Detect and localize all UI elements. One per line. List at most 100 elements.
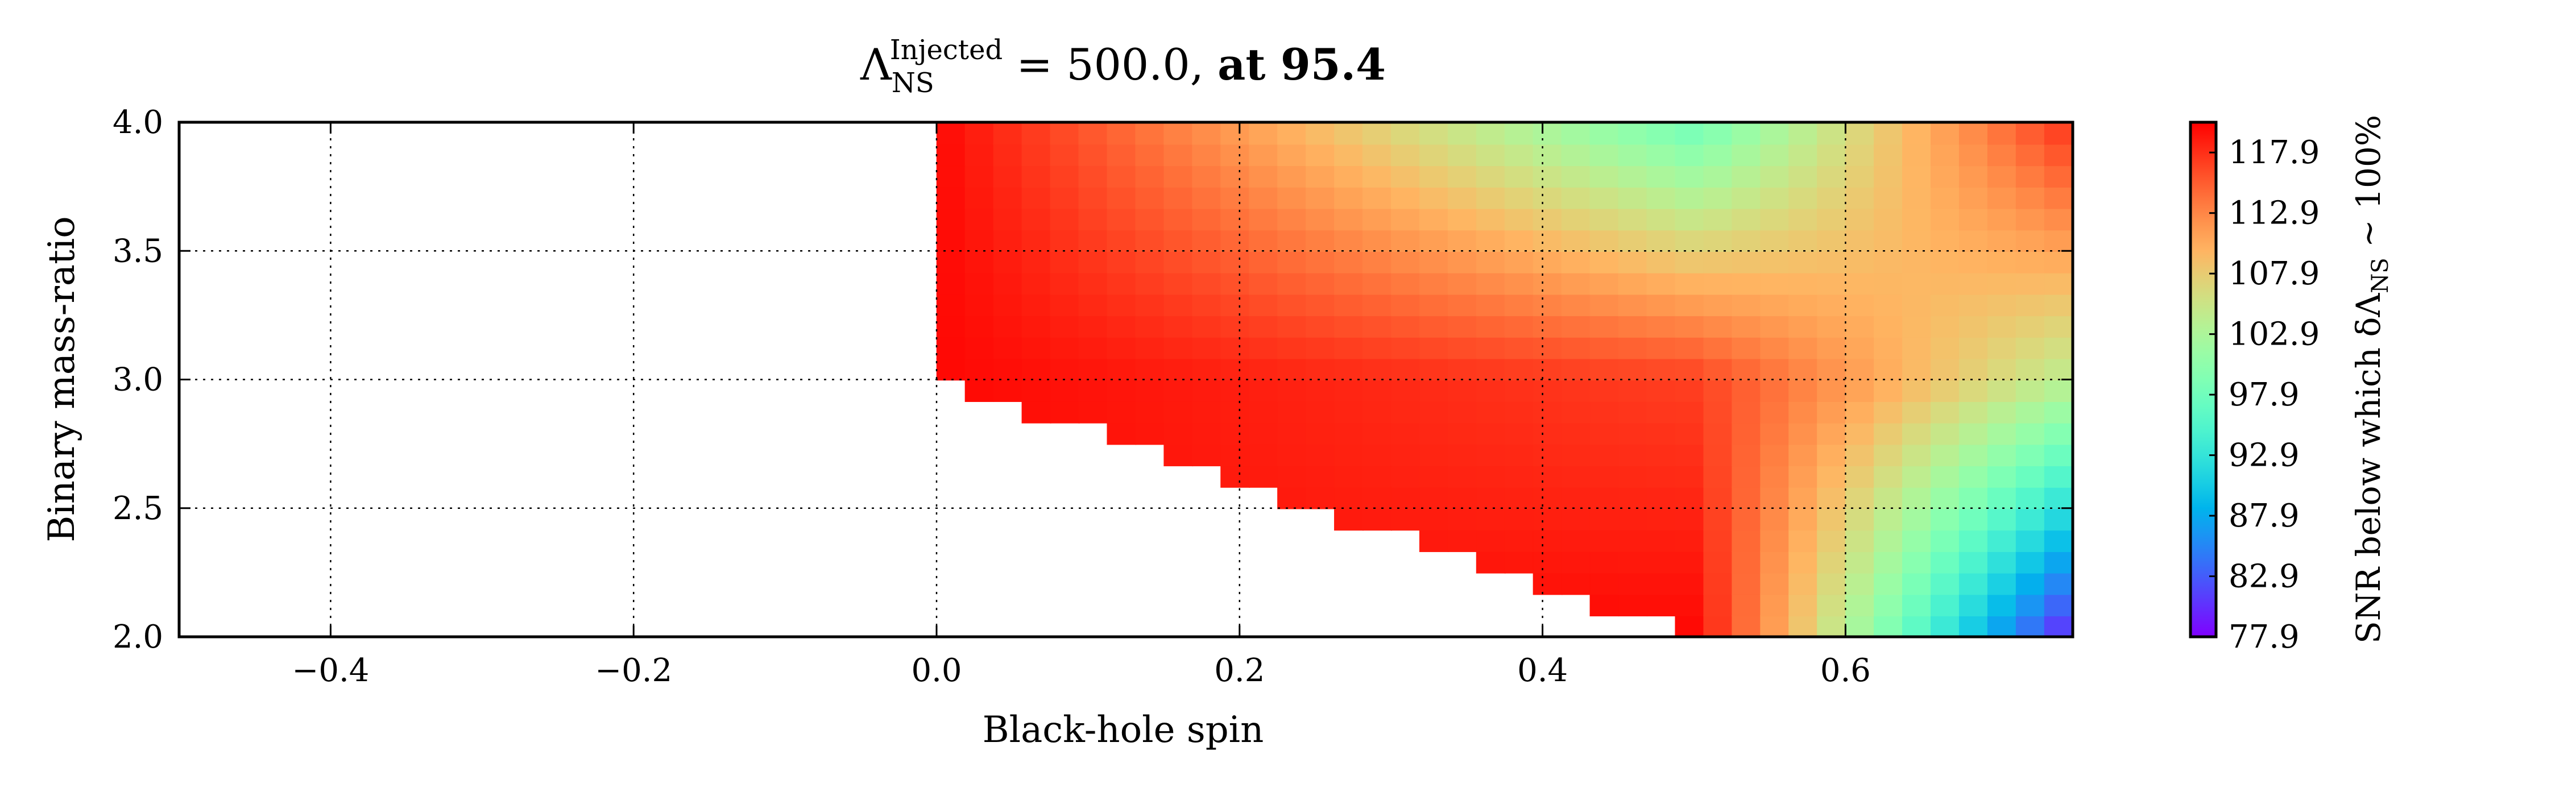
contour-cell (1589, 208, 1620, 231)
contour-cell (1050, 186, 1080, 209)
contour-cell (2044, 529, 2073, 552)
contour-cell (1561, 251, 1591, 273)
colorbar-tick-label: 112.9 (2229, 195, 2320, 232)
contour-cell (1760, 443, 1790, 467)
contour-cell (2044, 422, 2073, 445)
contour-cell (1703, 229, 1733, 252)
contour-cell (1561, 143, 1591, 167)
contour-cell (1107, 251, 1137, 273)
contour-cell (1078, 293, 1108, 317)
contour-cell (1050, 293, 1080, 317)
contour-cell (1589, 122, 1620, 145)
contour-cell (1078, 186, 1108, 209)
contour-cell (1277, 486, 1307, 509)
contour-cell (1078, 358, 1108, 381)
contour-cell (1192, 165, 1222, 188)
contour-cell (1874, 165, 1904, 188)
x-tick-label: 0.2 (1214, 652, 1265, 689)
contour-cell (1050, 379, 1080, 402)
contour-cell (1021, 143, 1051, 167)
contour-cell (1618, 550, 1648, 574)
contour-cell (1618, 508, 1648, 531)
contour-cell (1419, 529, 1449, 552)
contour-cell (1845, 165, 1875, 188)
contour-cell (1362, 508, 1392, 531)
contour-cell (2015, 615, 2045, 637)
contour-cell (1987, 186, 2017, 209)
contour-cell (1646, 143, 1676, 167)
contour-cell (1845, 422, 1875, 445)
contour-cell (1419, 379, 1449, 402)
contour-cell (1362, 293, 1392, 317)
contour-cell (1533, 165, 1563, 188)
contour-cell (2044, 443, 2073, 467)
contour-cell (1931, 122, 1960, 145)
contour-cell (1874, 465, 1904, 488)
contour-cell (1703, 465, 1733, 488)
contour-cell (1931, 508, 1960, 531)
contour-cell (1078, 208, 1108, 231)
contour-cell (1249, 336, 1279, 359)
contour-cell (1390, 486, 1420, 509)
contour-cell (1675, 336, 1705, 359)
contour-cell (1703, 422, 1733, 445)
contour-cell (1277, 422, 1307, 445)
contour-cell (1987, 400, 2017, 424)
contour-cell (1220, 443, 1250, 467)
contour-cell (1135, 229, 1165, 252)
contour-cell (1958, 143, 1989, 167)
contour-cell (1533, 422, 1563, 445)
contour-cell (1646, 165, 1676, 188)
contour-cell (2015, 272, 2045, 295)
contour-cell (1277, 165, 1307, 188)
contour-cell (1931, 315, 1960, 338)
contour-cell (1277, 443, 1307, 467)
contour-cell (1646, 358, 1676, 381)
contour-cell (1135, 400, 1165, 424)
contour-cell (1447, 208, 1477, 231)
contour-cell (1135, 379, 1165, 402)
contour-cell (1334, 379, 1364, 402)
contour-cell (1760, 315, 1790, 338)
colorbar-label-prefix: SNR below which δΛ (2349, 293, 2388, 644)
contour-cell (964, 229, 995, 252)
contour-cell (1618, 293, 1648, 317)
y-axis: 2.0 2.5 3.0 3.5 4.0 (113, 104, 2073, 656)
contour-cell (1249, 143, 1279, 167)
contour-cell (1732, 143, 1762, 167)
colorbar-tick-label: 117.9 (2229, 134, 2320, 171)
contour-cell (1788, 550, 1819, 574)
contour-cell (2015, 443, 2045, 467)
contour-cell (993, 208, 1023, 231)
contour-cell (1135, 251, 1165, 273)
contour-cell (1163, 336, 1194, 359)
contour-cell (1447, 486, 1477, 509)
contour-cell (1675, 143, 1705, 167)
contour-cell (1675, 615, 1705, 637)
contour-cell (1874, 379, 1904, 402)
contour-cell (1817, 293, 1847, 317)
contour-cell (936, 293, 966, 317)
contour-cell (993, 251, 1023, 273)
contour-cell (964, 208, 995, 231)
contour-cell (1249, 315, 1279, 338)
contour-cell (1931, 465, 1960, 488)
contour-cell (1874, 550, 1904, 574)
contour-cell (1476, 379, 1506, 402)
contour-cell (1902, 143, 1932, 167)
contour-cell (1447, 293, 1477, 317)
contour-cell (1646, 336, 1676, 359)
contour-cell (1817, 400, 1847, 424)
contour-cell (1732, 229, 1762, 252)
contour-cell (2044, 208, 2073, 231)
contour-cell (1703, 550, 1733, 574)
contour-cell (1589, 529, 1620, 552)
contour-cell (1817, 336, 1847, 359)
colorbar-tick-label: 102.9 (2229, 316, 2320, 353)
contour-cell (1504, 550, 1534, 574)
contour-cell (1874, 358, 1904, 381)
contour-cell (1163, 443, 1194, 467)
contour-cell (1419, 358, 1449, 381)
contour-cell (1987, 229, 2017, 252)
contour-cell (1618, 486, 1648, 509)
